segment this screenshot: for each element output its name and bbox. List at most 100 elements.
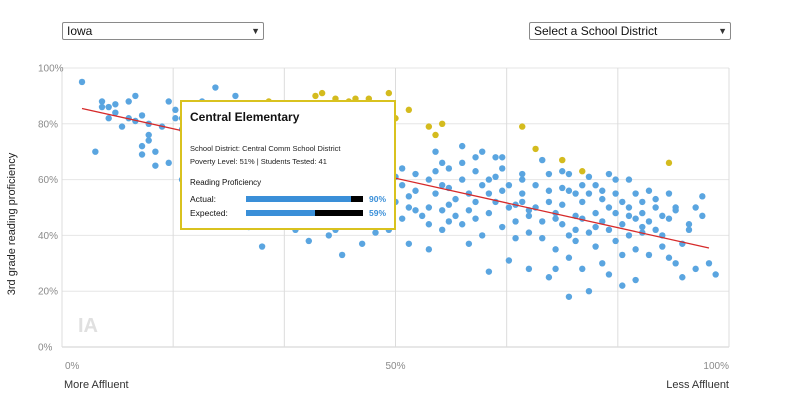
school-point[interactable]: [485, 268, 493, 275]
school-point[interactable]: [539, 156, 546, 164]
school-point[interactable]: [612, 209, 619, 217]
school-point[interactable]: [565, 187, 573, 194]
school-point[interactable]: [685, 221, 693, 228]
school-point[interactable]: [619, 221, 626, 228]
school-point[interactable]: [472, 168, 479, 175]
school-point[interactable]: [472, 154, 479, 161]
school-point-highlight[interactable]: [318, 89, 326, 97]
school-point[interactable]: [412, 170, 419, 178]
school-point[interactable]: [372, 229, 379, 236]
school-point[interactable]: [145, 137, 152, 144]
school-point[interactable]: [639, 209, 646, 217]
school-point[interactable]: [459, 159, 466, 167]
school-point[interactable]: [325, 232, 332, 239]
school-point[interactable]: [619, 251, 626, 259]
school-point[interactable]: [625, 232, 633, 239]
school-point[interactable]: [565, 254, 573, 261]
school-point[interactable]: [599, 260, 606, 267]
school-point[interactable]: [472, 215, 479, 222]
school-point[interactable]: [545, 187, 553, 194]
school-point[interactable]: [418, 212, 426, 220]
school-point[interactable]: [619, 282, 626, 289]
school-point[interactable]: [605, 204, 613, 211]
school-point[interactable]: [652, 204, 659, 211]
school-point[interactable]: [445, 201, 453, 208]
school-point[interactable]: [612, 190, 619, 197]
school-point[interactable]: [212, 84, 219, 91]
school-point[interactable]: [438, 226, 446, 234]
school-point[interactable]: [579, 265, 586, 273]
school-point[interactable]: [659, 212, 666, 220]
school-point[interactable]: [499, 154, 506, 161]
school-point[interactable]: [599, 187, 606, 194]
school-point[interactable]: [612, 237, 619, 245]
school-point[interactable]: [545, 274, 553, 281]
school-point[interactable]: [565, 293, 573, 300]
school-point[interactable]: [459, 176, 466, 183]
school-point[interactable]: [132, 92, 139, 100]
school-point[interactable]: [565, 170, 573, 178]
school-point[interactable]: [432, 148, 439, 155]
school-point[interactable]: [398, 181, 406, 189]
school-point[interactable]: [125, 98, 132, 105]
school-point[interactable]: [519, 170, 526, 178]
school-point[interactable]: [165, 159, 172, 167]
school-point[interactable]: [652, 195, 659, 203]
school-point[interactable]: [532, 181, 539, 189]
school-point-highlight[interactable]: [665, 159, 673, 167]
state-select[interactable]: Iowa ▼: [62, 22, 264, 40]
school-point[interactable]: [652, 226, 659, 234]
school-point-highlight[interactable]: [559, 156, 566, 164]
school-point[interactable]: [645, 251, 653, 259]
school-point[interactable]: [258, 243, 266, 250]
school-point[interactable]: [519, 176, 526, 183]
school-point[interactable]: [659, 243, 666, 250]
school-point[interactable]: [572, 237, 579, 245]
school-point[interactable]: [398, 165, 406, 172]
school-point[interactable]: [665, 190, 673, 197]
school-point[interactable]: [499, 187, 506, 194]
school-point[interactable]: [78, 78, 86, 86]
school-point-highlight[interactable]: [519, 123, 526, 130]
school-point[interactable]: [552, 265, 559, 273]
school-point[interactable]: [585, 229, 593, 236]
school-point[interactable]: [479, 181, 486, 189]
school-point[interactable]: [592, 209, 599, 217]
district-select[interactable]: Select a School District ▼: [529, 22, 731, 40]
school-point[interactable]: [692, 265, 699, 273]
school-point[interactable]: [105, 103, 112, 111]
school-point[interactable]: [559, 168, 566, 175]
school-point[interactable]: [592, 243, 599, 250]
school-point[interactable]: [585, 190, 593, 197]
school-point[interactable]: [525, 212, 533, 220]
school-point[interactable]: [398, 215, 406, 222]
school-point[interactable]: [679, 274, 686, 281]
school-point[interactable]: [172, 115, 179, 122]
school-point[interactable]: [552, 215, 559, 222]
school-point[interactable]: [545, 170, 553, 178]
school-point[interactable]: [138, 112, 146, 119]
school-point[interactable]: [405, 193, 413, 200]
school-point[interactable]: [565, 232, 573, 239]
school-point[interactable]: [525, 229, 533, 236]
school-point[interactable]: [112, 101, 119, 108]
school-point[interactable]: [512, 218, 519, 225]
school-point[interactable]: [172, 106, 179, 114]
school-point[interactable]: [459, 221, 466, 228]
school-point[interactable]: [152, 148, 159, 155]
school-point-highlight[interactable]: [385, 89, 393, 97]
school-point[interactable]: [632, 215, 639, 222]
school-point[interactable]: [432, 168, 439, 175]
school-point-highlight[interactable]: [532, 145, 539, 153]
school-point[interactable]: [519, 198, 526, 206]
school-point[interactable]: [585, 288, 593, 295]
school-point[interactable]: [112, 109, 119, 116]
school-point[interactable]: [552, 246, 559, 253]
school-point[interactable]: [405, 240, 413, 247]
school-point[interactable]: [699, 193, 706, 200]
school-point[interactable]: [98, 103, 106, 111]
school-point[interactable]: [499, 223, 506, 231]
school-point[interactable]: [645, 218, 653, 225]
school-point[interactable]: [492, 154, 499, 161]
school-point[interactable]: [579, 181, 586, 189]
